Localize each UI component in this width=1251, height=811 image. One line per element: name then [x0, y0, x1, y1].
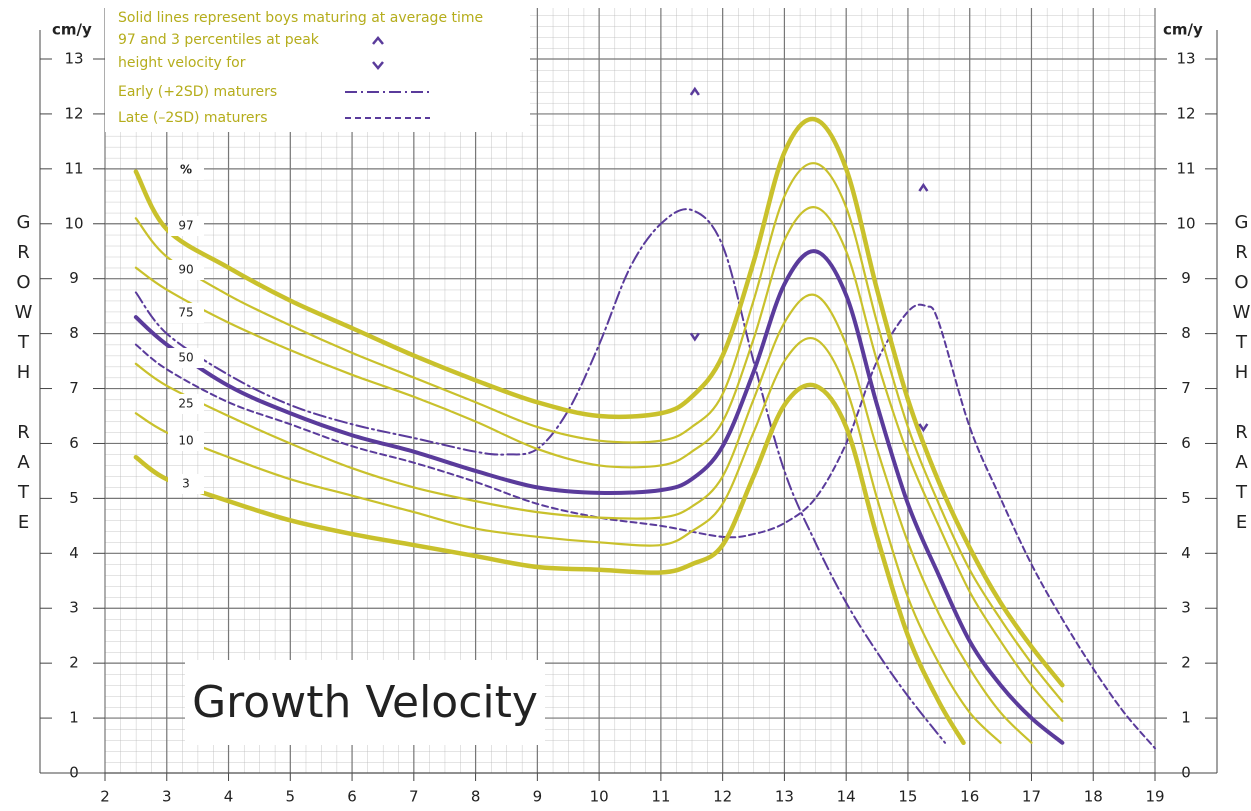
- percentile-label: 10: [178, 434, 193, 448]
- x-tick-label: 14: [837, 788, 856, 806]
- peak-marker: [918, 423, 929, 433]
- percentile-label-box: [168, 216, 204, 236]
- y-tick-label: 13: [64, 50, 83, 68]
- y-tick-label: 11: [64, 159, 83, 177]
- y-tick-label: 10: [64, 214, 83, 232]
- chart-title: Growth Velocity: [192, 677, 538, 728]
- percentile-label: 97: [178, 219, 193, 233]
- legend-down-marker: [372, 61, 384, 70]
- percentile-label-box: [168, 394, 204, 414]
- y-tick-label-right: 10: [1176, 214, 1195, 232]
- y-tick-label: 6: [69, 434, 79, 452]
- x-tick-label: 8: [471, 788, 481, 806]
- x-tick-label: 6: [347, 788, 357, 806]
- title-box: [185, 660, 545, 745]
- series-line: [134, 337, 1002, 744]
- peak-marker: [689, 86, 700, 96]
- series-line: [134, 303, 1156, 750]
- y-tick-label: 12: [64, 104, 83, 122]
- percentile-header: %: [180, 163, 192, 177]
- y-tick-label: 1: [69, 709, 79, 727]
- percentile-label-box: [168, 431, 204, 451]
- y-unit-right: cm/y: [1163, 21, 1203, 39]
- x-tick-label: 9: [533, 788, 543, 806]
- y-tick-label-right: 7: [1181, 379, 1191, 397]
- series-line: [133, 249, 1065, 745]
- x-tick-label: 16: [960, 788, 979, 806]
- percentile-label: 25: [178, 397, 193, 411]
- legend-label: Late (–2SD) maturers: [118, 110, 268, 126]
- percentile-label: 3: [182, 477, 190, 491]
- series-line: [134, 162, 1064, 703]
- legend-text: Solid lines represent boys maturing at a…: [118, 10, 483, 26]
- y-tick-label-right: 2: [1181, 654, 1191, 672]
- percentile-label-box: [168, 160, 204, 180]
- peak-marker: [689, 332, 700, 342]
- y-unit: cm/y: [52, 21, 92, 39]
- percentile-label: 75: [178, 306, 193, 320]
- y-tick-label-right: 3: [1181, 599, 1191, 617]
- percentile-label: 50: [178, 351, 193, 365]
- peak-marker: [918, 182, 929, 192]
- series-line: [134, 206, 1064, 722]
- y-tick-label: 5: [69, 489, 79, 507]
- series-line: [134, 293, 1033, 744]
- x-tick-label: 7: [409, 788, 419, 806]
- y-tick-label-right: 9: [1181, 269, 1191, 287]
- x-tick-label: 3: [162, 788, 172, 806]
- x-tick-label: 12: [713, 788, 732, 806]
- legend-up-marker: [372, 36, 384, 45]
- legend-text: height velocity for: [118, 55, 246, 71]
- y-tick-label-right: 11: [1176, 159, 1195, 177]
- y-tick-label: 7: [69, 379, 79, 397]
- y-tick-label-right: 6: [1181, 434, 1191, 452]
- y-tick-label-right: 4: [1181, 544, 1191, 562]
- x-tick-label: 5: [286, 788, 296, 806]
- y-tick-label: 3: [69, 599, 79, 617]
- x-tick-label: 15: [898, 788, 917, 806]
- y-axis-label-right: GROWTH RATE: [1231, 212, 1251, 542]
- x-tick-label: 17: [1022, 788, 1041, 806]
- legend-text: 97 and 3 percentiles at peak: [118, 32, 320, 48]
- x-tick-label: 10: [590, 788, 609, 806]
- y-axis-label: GROWTH RATE: [13, 212, 34, 542]
- series-line: [134, 208, 946, 744]
- x-tick-label: 4: [224, 788, 234, 806]
- y-tick-label-right: 12: [1176, 104, 1195, 122]
- y-tick-label-right: 5: [1181, 489, 1191, 507]
- y-tick-label: 9: [69, 269, 79, 287]
- minor-grid: [105, 8, 1155, 773]
- y-tick-label-right: 8: [1181, 324, 1191, 342]
- x-tick-label: 2: [100, 788, 110, 806]
- series-line: [133, 116, 1065, 688]
- x-tick-label: 13: [775, 788, 794, 806]
- percentile-label-box: [168, 303, 204, 323]
- x-tick-label: 19: [1145, 788, 1164, 806]
- x-tick-label: 11: [651, 788, 670, 806]
- legend-label: Early (+2SD) maturers: [118, 84, 277, 100]
- percentile-label-box: [168, 474, 204, 494]
- y-tick-label-right: 13: [1176, 50, 1195, 68]
- legend-box: [105, 8, 530, 132]
- y-tick-label-right: 1: [1181, 709, 1191, 727]
- percentile-label: 90: [178, 263, 193, 277]
- percentile-label-box: [168, 348, 204, 368]
- series-line: [133, 382, 966, 746]
- x-tick-label: 18: [1084, 788, 1103, 806]
- percentile-label-box: [168, 260, 204, 280]
- y-tick-label: 2: [69, 654, 79, 672]
- y-tick-label: 4: [69, 544, 79, 562]
- y-tick-label: 8: [69, 324, 79, 342]
